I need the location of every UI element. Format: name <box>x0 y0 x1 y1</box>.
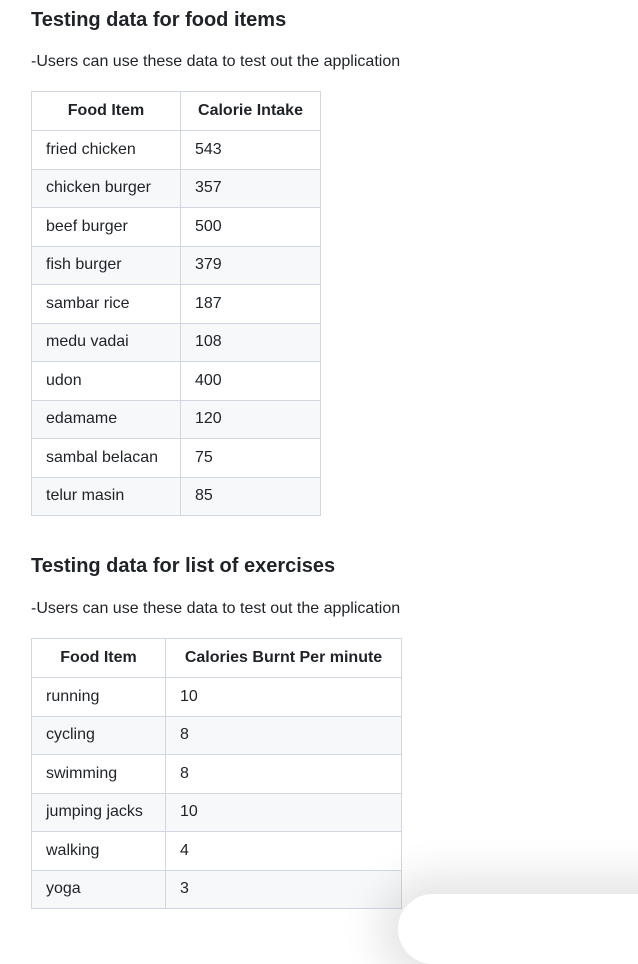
calories-burnt-cell: 8 <box>165 715 402 755</box>
calorie-cell: 75 <box>180 438 321 478</box>
calorie-cell: 120 <box>180 399 321 439</box>
table-row: telur masin 85 <box>31 476 321 516</box>
table-row: fried chicken 543 <box>31 130 321 170</box>
exercise-table-header-item: Food Item <box>31 638 166 678</box>
exercise-cell: walking <box>31 831 166 871</box>
table-row: fish burger 379 <box>31 245 321 285</box>
food-item-cell: fried chicken <box>31 130 181 170</box>
table-row: udon 400 <box>31 361 321 401</box>
table-row: swimming 8 <box>31 754 402 794</box>
calories-burnt-cell: 3 <box>165 869 402 909</box>
calorie-cell: 400 <box>180 361 321 401</box>
exercise-cell: jumping jacks <box>31 792 166 832</box>
table-row: yoga 3 <box>31 869 402 909</box>
exercise-cell: cycling <box>31 715 166 755</box>
food-item-cell: udon <box>31 361 181 401</box>
exercise-table: Food Item Calories Burnt Per minute runn… <box>31 638 402 909</box>
exercise-section-title: Testing data for list of exercises <box>31 555 336 577</box>
exercise-cell: swimming <box>31 754 166 794</box>
exercise-cell: yoga <box>31 869 166 909</box>
food-item-cell: fish burger <box>31 245 181 285</box>
exercise-table-header-calories-burnt: Calories Burnt Per minute <box>165 638 402 678</box>
calorie-cell: 543 <box>180 130 321 170</box>
calorie-cell: 85 <box>180 476 321 516</box>
table-row: medu vadai 108 <box>31 322 321 362</box>
calorie-cell: 108 <box>180 322 321 362</box>
calorie-cell: 500 <box>180 207 321 247</box>
calorie-cell: 379 <box>180 245 321 285</box>
food-table-header-food-item: Food Item <box>31 91 181 131</box>
table-row: jumping jacks 10 <box>31 792 402 832</box>
table-row: sambal belacan 75 <box>31 438 321 478</box>
calorie-cell: 187 <box>180 284 321 324</box>
calories-burnt-cell: 4 <box>165 831 402 871</box>
calories-burnt-cell: 10 <box>165 792 402 832</box>
food-table-header-row: Food Item Calorie Intake <box>31 91 321 131</box>
exercise-section-description: -Users can use these data to test out th… <box>31 600 401 617</box>
food-item-cell: beef burger <box>31 207 181 247</box>
food-item-cell: sambal belacan <box>31 438 181 478</box>
food-item-cell: telur masin <box>31 476 181 516</box>
calories-burnt-cell: 8 <box>165 754 402 794</box>
food-item-cell: edamame <box>31 399 181 439</box>
table-row: chicken burger 357 <box>31 168 321 208</box>
food-table: Food Item Calorie Intake fried chicken 5… <box>31 91 321 516</box>
food-section-description: -Users can use these data to test out th… <box>31 53 401 70</box>
table-row: beef burger 500 <box>31 207 321 247</box>
food-table-header-calorie-intake: Calorie Intake <box>180 91 321 131</box>
exercise-cell: running <box>31 677 166 717</box>
food-item-cell: medu vadai <box>31 322 181 362</box>
table-row: sambar rice 187 <box>31 284 321 324</box>
food-item-cell: chicken burger <box>31 168 181 208</box>
food-section-title: Testing data for food items <box>31 9 287 31</box>
calorie-cell: 357 <box>180 168 321 208</box>
table-row: edamame 120 <box>31 399 321 439</box>
window-corner-shadow <box>398 894 638 964</box>
food-item-cell: sambar rice <box>31 284 181 324</box>
table-row: cycling 8 <box>31 715 402 755</box>
table-row: running 10 <box>31 677 402 717</box>
calories-burnt-cell: 10 <box>165 677 402 717</box>
exercise-table-header-row: Food Item Calories Burnt Per minute <box>31 638 402 678</box>
table-row: walking 4 <box>31 831 402 871</box>
